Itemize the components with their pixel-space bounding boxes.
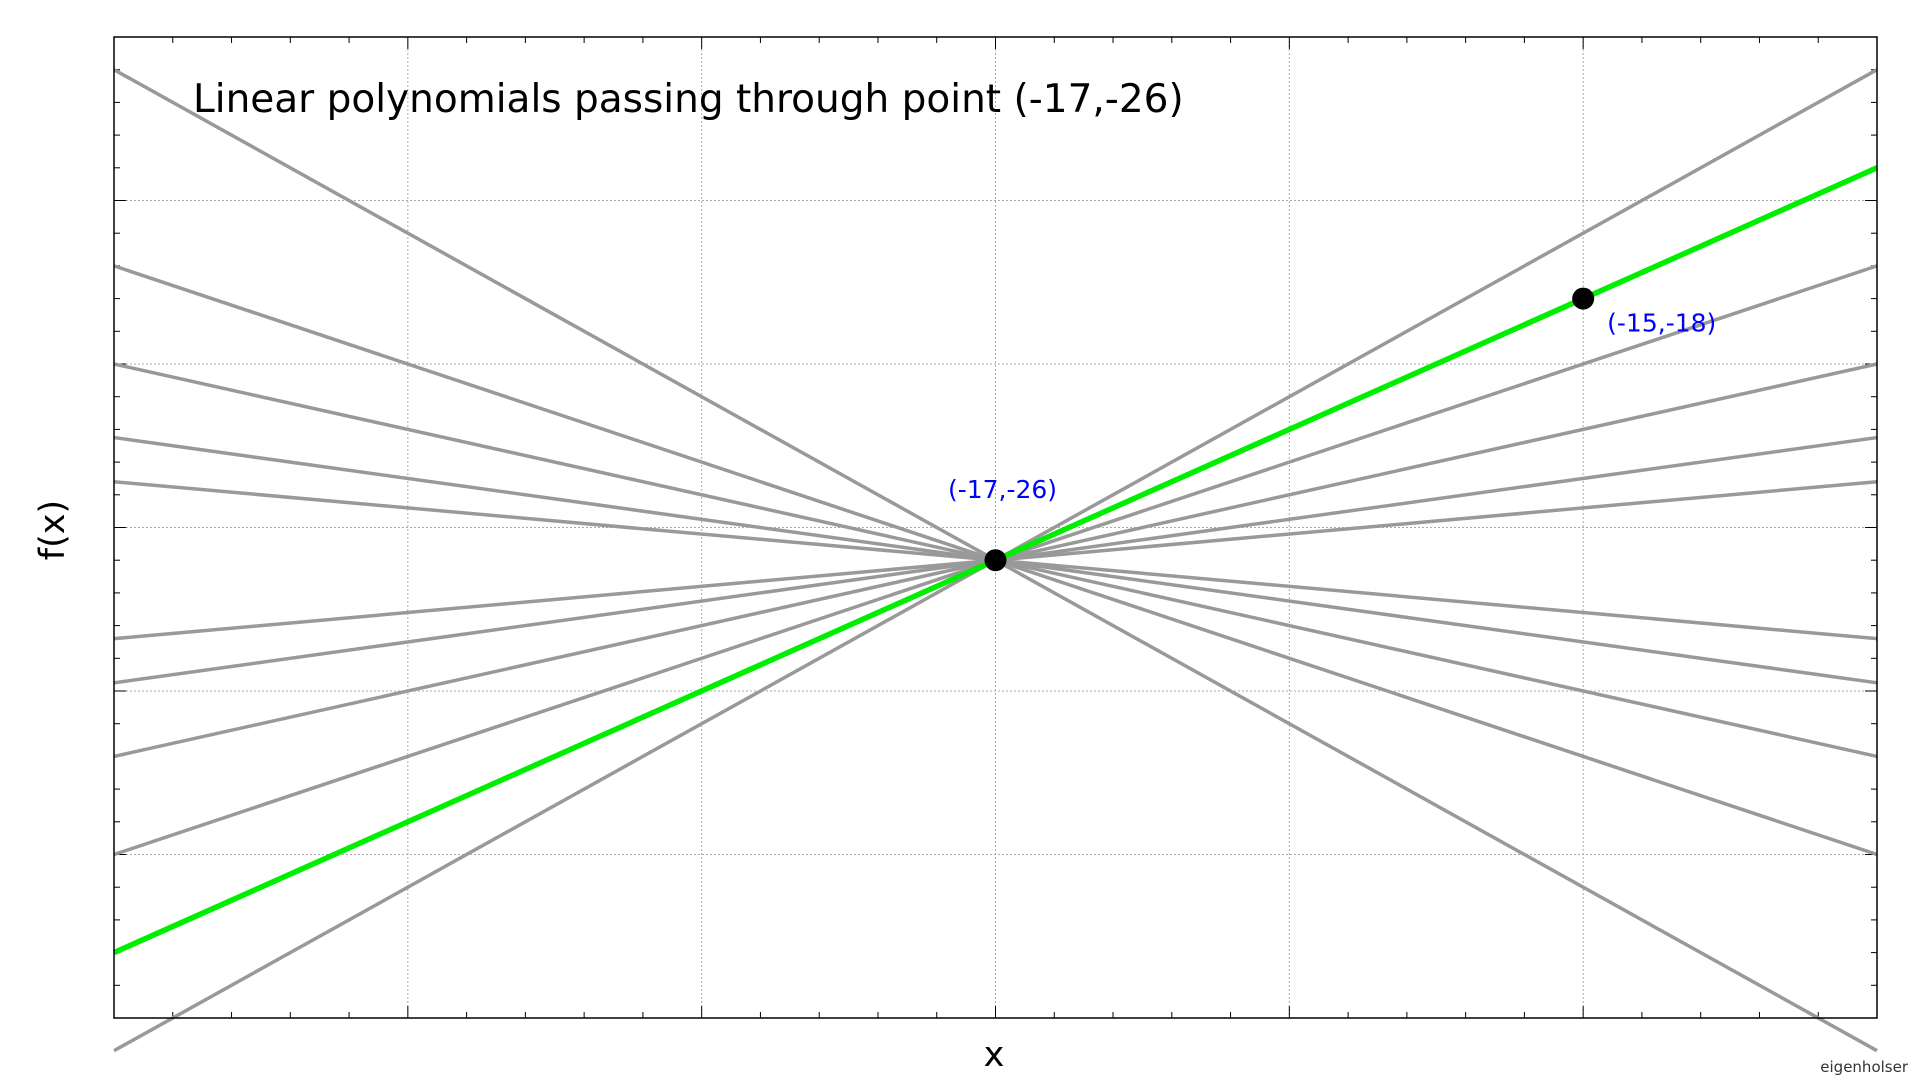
- point-label: (-17,-26): [948, 475, 1057, 504]
- x-axis-label: x: [984, 1035, 1005, 1075]
- grid: [114, 37, 1877, 1018]
- chart-title: Linear polynomials passing through point…: [193, 77, 1184, 122]
- points: (-17,-26) (-15,-18): [948, 287, 1716, 572]
- y-axis-label: f(x): [33, 500, 73, 560]
- credit-text: eigenholser: [1820, 1058, 1909, 1076]
- data-point: [1572, 287, 1595, 310]
- data-point: [984, 549, 1007, 572]
- point-label: (-15,-18): [1607, 309, 1716, 338]
- plot-frame: [113, 36, 1878, 1019]
